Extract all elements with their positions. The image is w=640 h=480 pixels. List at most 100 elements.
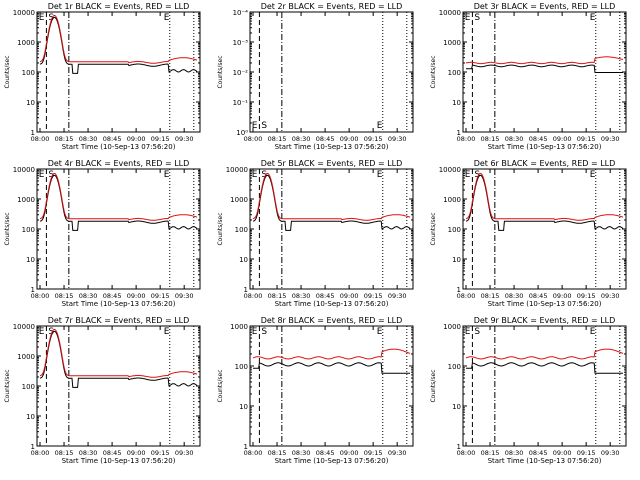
series-lld-line — [39, 14, 198, 64]
plot-frame — [249, 325, 414, 447]
panel-title: Det 3r BLACK = Events, RED = LLD — [474, 2, 616, 11]
plot-frame — [36, 168, 201, 290]
x-tick-label: 09:00 — [553, 449, 572, 457]
x-tick-label: 08:45 — [103, 135, 122, 143]
x-axis-label: Start Time (10-Sep-13 07:56:20) — [275, 300, 389, 308]
y-axis-label: Counts/sec — [430, 55, 437, 88]
x-tick-label: 08:45 — [316, 292, 335, 300]
flag-letter-s: S — [474, 13, 480, 23]
flag-letter-s: S — [48, 13, 54, 23]
series-events-line — [39, 330, 198, 388]
y-tick-label: 10000 — [13, 9, 35, 17]
y-tick-label: 10000 — [439, 166, 461, 174]
y-tick-label: 10⁻³ — [233, 39, 249, 47]
flag-letter-s: S — [474, 327, 480, 337]
x-tick-label: 09:15 — [577, 135, 596, 143]
panel-4: Det 4r BLACK = Events, RED = LLD 1 10 100 10… — [4, 159, 201, 308]
flag-letter-e: E — [590, 170, 596, 180]
flag-letter-e: E — [252, 327, 258, 337]
y-tick-label: 1 — [457, 443, 461, 451]
flag-letter-s: S — [261, 327, 267, 337]
x-tick-label: 09:00 — [553, 292, 572, 300]
x-tick-label: 09:00 — [340, 449, 359, 457]
x-axis-label: Start Time (10-Sep-13 07:56:20) — [62, 300, 176, 308]
y-axis-label: Counts/sec — [4, 369, 11, 402]
series-events-line — [252, 174, 411, 231]
flag-letter-s: S — [48, 170, 54, 180]
x-tick-label: 08:45 — [529, 292, 548, 300]
panel-3: Det 3r BLACK = Events, RED = LLD 1 10 100 10… — [430, 2, 627, 151]
plot-frame — [462, 325, 627, 447]
y-tick-label: 1000 — [17, 39, 35, 47]
y-tick-label: 10000 — [439, 9, 461, 17]
panel-9: Det 9r BLACK = Events, RED = LLD 1 10 100 10… — [430, 316, 627, 465]
x-tick-label: 09:30 — [601, 135, 620, 143]
y-tick-label: 100 — [22, 69, 35, 77]
x-tick-label: 08:30 — [79, 135, 98, 143]
y-tick-label: 100 — [22, 226, 35, 234]
x-tick-label: 08:15 — [55, 292, 74, 300]
flag-letter-e: E — [465, 327, 471, 337]
y-tick-label: 1 — [31, 286, 35, 294]
x-tick-label: 08:30 — [505, 135, 524, 143]
x-tick-label: 08:15 — [55, 135, 74, 143]
x-tick-label: 09:30 — [601, 292, 620, 300]
y-tick-label: 1 — [31, 129, 35, 137]
y-tick-label: 1000 — [17, 353, 35, 361]
y-tick-label: 100 — [235, 226, 248, 234]
x-tick-label: 09:00 — [340, 292, 359, 300]
plot-frame — [36, 325, 201, 447]
x-tick-label: 09:15 — [151, 449, 170, 457]
x-tick-label: 08:00 — [31, 449, 50, 457]
series-events-line — [39, 16, 198, 74]
y-tick-label: 1000 — [230, 196, 248, 204]
flag-letter-e: E — [465, 170, 471, 180]
x-tick-label: 09:15 — [364, 135, 383, 143]
panel-title: Det 5r BLACK = Events, RED = LLD — [261, 159, 403, 168]
y-tick-label: 10⁻¹ — [233, 99, 249, 107]
plot-frame — [462, 168, 627, 290]
x-tick-label: 08:15 — [268, 292, 287, 300]
plot-frame — [36, 11, 201, 133]
y-tick-label: 10⁻⁴ — [233, 9, 249, 17]
y-tick-label: 100 — [448, 363, 461, 371]
y-axis-label: Counts/sec — [217, 212, 224, 245]
y-tick-label: 100 — [448, 226, 461, 234]
x-tick-label: 08:30 — [505, 292, 524, 300]
x-tick-label: 08:00 — [244, 292, 263, 300]
flag-letter-e: E — [164, 327, 170, 337]
x-tick-label: 08:30 — [292, 292, 311, 300]
x-tick-label: 09:00 — [553, 135, 572, 143]
y-tick-label: 10 — [26, 413, 35, 421]
y-tick-label: 100 — [22, 383, 35, 391]
plot-frame — [249, 168, 414, 290]
series-lld-line — [252, 172, 411, 221]
series-lld-line — [465, 348, 624, 360]
x-tick-label: 08:45 — [529, 135, 548, 143]
y-tick-label: 1000 — [17, 196, 35, 204]
panel-title: Det 7r BLACK = Events, RED = LLD — [48, 316, 190, 325]
y-axis-label: Counts/sec — [217, 369, 224, 402]
x-tick-label: 09:15 — [151, 292, 170, 300]
flag-letter-e: E — [252, 121, 258, 131]
x-tick-label: 09:00 — [340, 135, 359, 143]
y-tick-label: 1 — [457, 129, 461, 137]
panel-title: Det 8r BLACK = Events, RED = LLD — [261, 316, 403, 325]
series-events-line — [465, 174, 624, 231]
y-tick-label: 10 — [452, 403, 461, 411]
x-tick-label: 08:30 — [292, 135, 311, 143]
x-tick-label: 08:00 — [457, 449, 476, 457]
y-tick-label: 10000 — [13, 166, 35, 174]
x-tick-label: 08:00 — [457, 292, 476, 300]
flag-letter-e: E — [164, 170, 170, 180]
x-tick-label: 08:45 — [529, 449, 548, 457]
y-tick-label: 1 — [244, 286, 248, 294]
x-tick-label: 08:00 — [244, 135, 263, 143]
series-events-line — [39, 174, 198, 231]
x-tick-label: 08:15 — [481, 135, 500, 143]
flag-letter-e: E — [377, 170, 383, 180]
x-tick-label: 09:15 — [364, 449, 383, 457]
x-tick-label: 08:00 — [31, 292, 50, 300]
series-events-line — [253, 362, 410, 374]
y-tick-label: 10000 — [226, 166, 248, 174]
